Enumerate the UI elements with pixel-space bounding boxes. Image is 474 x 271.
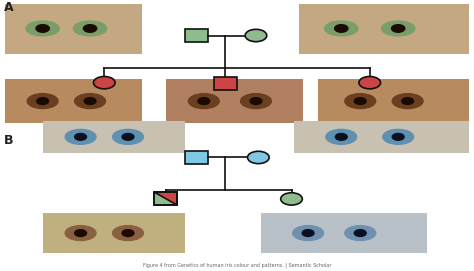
Ellipse shape (36, 25, 49, 32)
Bar (299, 4, 469, 54)
Bar (43, 121, 185, 153)
Ellipse shape (26, 21, 59, 36)
Bar (154, 192, 177, 205)
Ellipse shape (122, 134, 134, 140)
Bar (261, 213, 427, 253)
Ellipse shape (73, 21, 107, 36)
Polygon shape (154, 192, 177, 205)
Ellipse shape (354, 98, 366, 105)
Text: B: B (4, 134, 13, 147)
Bar (43, 213, 185, 253)
Ellipse shape (345, 225, 375, 241)
Ellipse shape (36, 98, 48, 105)
Bar (294, 121, 469, 153)
Ellipse shape (113, 130, 143, 144)
Bar (214, 77, 237, 90)
Bar (318, 79, 469, 123)
Ellipse shape (335, 134, 347, 140)
Ellipse shape (27, 93, 58, 108)
Ellipse shape (250, 98, 262, 105)
Ellipse shape (325, 21, 358, 36)
Ellipse shape (359, 76, 381, 89)
Ellipse shape (93, 76, 115, 89)
Ellipse shape (198, 98, 210, 105)
Ellipse shape (113, 225, 143, 241)
Bar (5, 4, 142, 54)
Ellipse shape (75, 93, 106, 108)
Ellipse shape (293, 225, 323, 241)
Ellipse shape (392, 134, 404, 140)
Ellipse shape (188, 93, 219, 108)
Ellipse shape (240, 93, 271, 108)
Ellipse shape (401, 98, 413, 105)
Ellipse shape (302, 230, 314, 236)
Text: A: A (4, 1, 13, 14)
Ellipse shape (75, 134, 86, 140)
Ellipse shape (326, 130, 356, 144)
Ellipse shape (383, 130, 413, 144)
Ellipse shape (75, 230, 86, 236)
Ellipse shape (335, 25, 348, 32)
Ellipse shape (247, 151, 269, 164)
Ellipse shape (84, 98, 96, 105)
Ellipse shape (65, 130, 96, 144)
Ellipse shape (345, 93, 375, 108)
Ellipse shape (281, 193, 302, 205)
Bar (166, 79, 303, 123)
Ellipse shape (392, 25, 405, 32)
Ellipse shape (354, 230, 366, 236)
Ellipse shape (245, 29, 267, 42)
Bar (5, 79, 142, 123)
Bar (185, 29, 208, 42)
Ellipse shape (65, 225, 96, 241)
Ellipse shape (83, 25, 97, 32)
Ellipse shape (122, 230, 134, 236)
Bar (154, 192, 177, 205)
Bar (185, 151, 208, 164)
Ellipse shape (392, 93, 423, 108)
Text: Figure 4 from Genetics of human iris colour and patterns. | Semantic Scholar: Figure 4 from Genetics of human iris col… (143, 262, 331, 268)
Ellipse shape (382, 21, 415, 36)
